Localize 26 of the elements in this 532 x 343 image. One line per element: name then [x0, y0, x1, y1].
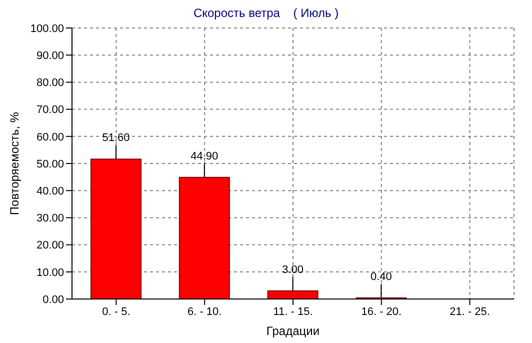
data-label: 44.90 [190, 150, 218, 162]
y-tick-label: 60.00 [36, 131, 64, 144]
x-tick-label: 16. - 20. [361, 306, 402, 318]
x-tick-label: 11. - 15. [273, 306, 313, 318]
data-label: 51.60 [102, 132, 130, 144]
y-tick-label: 10.00 [36, 266, 64, 279]
y-tick-label: 90.00 [36, 50, 64, 62]
y-tick-label: 20.00 [36, 240, 64, 252]
x-tick-label: 6. - 10. [187, 306, 222, 318]
data-label: 3.00 [282, 264, 304, 276]
y-axis-title: Повторяемость, % [7, 112, 22, 216]
y-tick-label: 40.00 [36, 186, 64, 198]
data-label: 0.40 [370, 270, 392, 283]
bar [178, 176, 230, 299]
bar [267, 290, 318, 299]
y-tick-label: 30.00 [36, 212, 64, 225]
y-tick-label: 100.00 [30, 22, 64, 35]
x-tick-label: 0. - 5. [102, 306, 130, 318]
y-tick-label: 50.00 [36, 158, 64, 170]
y-tick-label: 70.00 [36, 104, 64, 116]
chart-title: Скорость ветра ( Июль ) [192, 6, 340, 20]
y-tick-label: 0.00 [42, 294, 64, 306]
x-axis-title: Градации [266, 324, 320, 338]
y-tick-label: 80.00 [36, 77, 64, 90]
x-tick-label: 21. - 25. [450, 306, 490, 318]
bar [90, 158, 142, 299]
